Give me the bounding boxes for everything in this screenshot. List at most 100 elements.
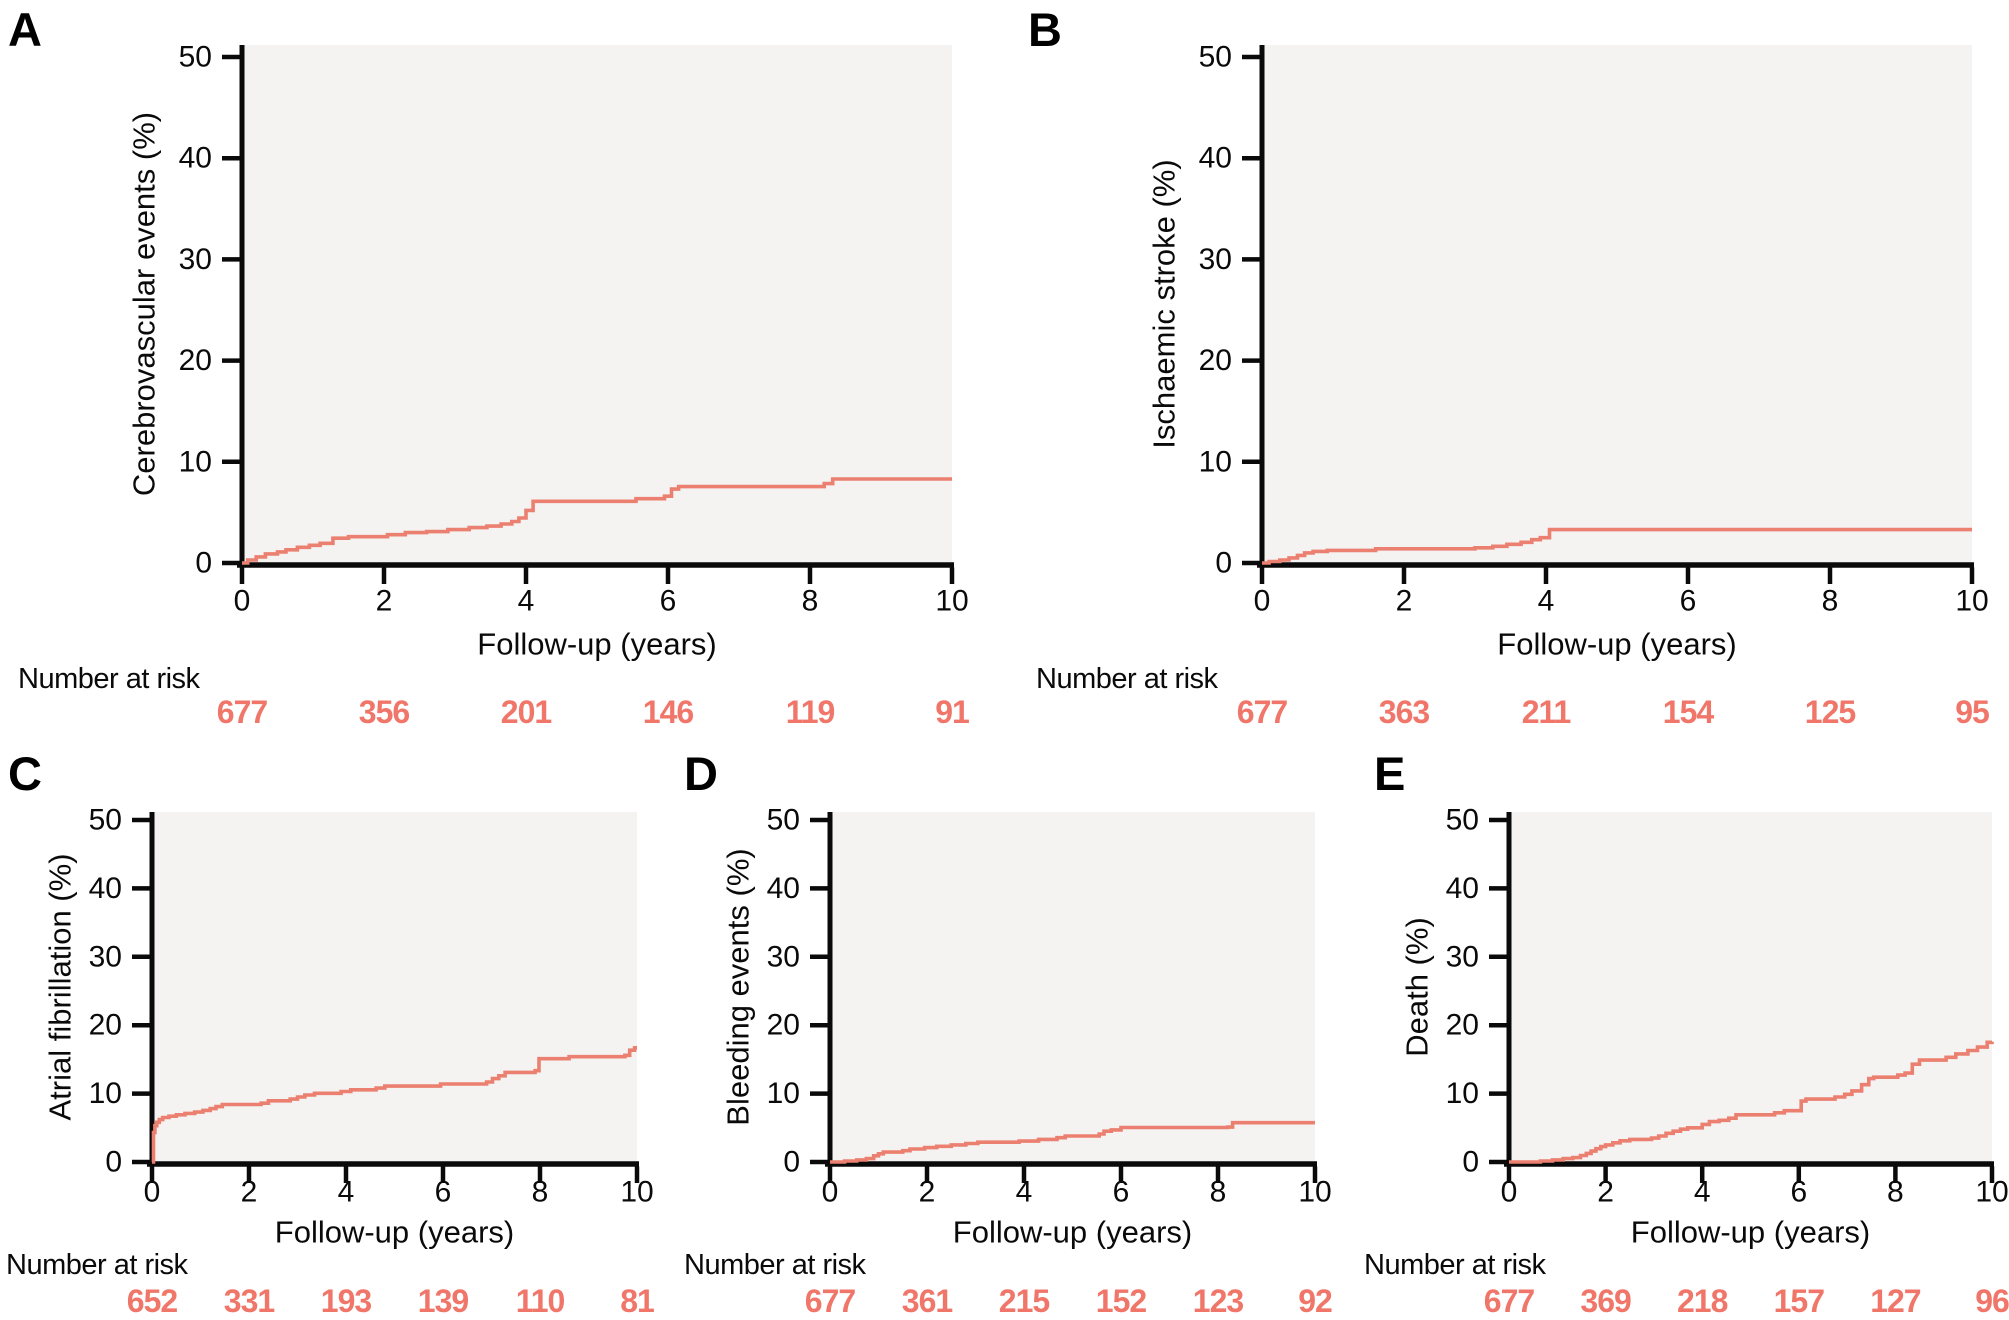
panel-e-y-tick-label: 40 — [1446, 872, 1479, 905]
panel-a-x-tick-label: 8 — [802, 585, 819, 618]
panel-b-x-tick-label: 10 — [1955, 585, 1988, 618]
panel-a-y-axis-title: Cerebrovascular events (%) — [127, 112, 162, 496]
panel-c-x-tick-label: 6 — [435, 1176, 452, 1209]
panel-a-number-at-risk-value: 146 — [643, 694, 694, 730]
panel-a-y-tick-label: 50 — [179, 41, 212, 74]
panel-a-x-tick-label: 6 — [660, 585, 677, 618]
panel-e-number-at-risk-value: 677 — [1484, 1283, 1535, 1319]
panel-d-x-tick-label: 2 — [919, 1176, 936, 1209]
panel-c-number-at-risk-value: 193 — [321, 1283, 372, 1319]
panel-d-x-tick-label: 8 — [1210, 1176, 1227, 1209]
panel-d-x-tick-label: 4 — [1016, 1176, 1033, 1209]
panel-c-x-tick-label: 8 — [532, 1176, 549, 1209]
panel-b-y-tick-label: 30 — [1199, 243, 1232, 276]
panel-b-y-tick-label: 40 — [1199, 142, 1232, 175]
panel-b-plot-area — [1262, 45, 1972, 563]
panel-e-number-at-risk-value: 218 — [1677, 1283, 1728, 1319]
panel-d-letter: D — [684, 747, 718, 800]
panel-d-number-at-risk-value: 677 — [805, 1283, 856, 1319]
panel-d-number-at-risk-label: Number at risk — [684, 1249, 866, 1281]
panel-d-y-axis-title: Bleeding events (%) — [721, 848, 756, 1125]
panel-d-chart: 0 10 20 30 40 50 0 2 4 6 8 10 Bleeding events (%) Fol… — [721, 804, 1334, 1320]
panel-b-number-at-risk-value: 677 — [1237, 694, 1288, 730]
panel-b-letter: B — [1028, 3, 1062, 56]
panel-c-y-axis-title: Atrial fibrillation (%) — [43, 853, 78, 1120]
panel-e-y-tick-label: 50 — [1446, 804, 1479, 837]
panel-c-y-tick-label: 0 — [105, 1146, 122, 1179]
panel-c-y-tick-label: 50 — [89, 804, 122, 837]
panel-c-number-at-risk-value: 652 — [127, 1283, 178, 1319]
panel-a-x-tick-label: 2 — [376, 585, 393, 618]
panel-b-chart: 0 10 20 30 40 50 0 2 4 6 8 10 Ischaemic stroke (%) Fo… — [1147, 41, 1991, 731]
panel-e-letter: E — [1374, 747, 1405, 800]
panel-e-x-tick-label: 8 — [1887, 1176, 1904, 1209]
panel-e-x-axis-title: Follow-up (years) — [1631, 1215, 1870, 1250]
panel-c-letter: C — [8, 747, 42, 800]
panel-a-letter: A — [8, 3, 42, 56]
panel-a-number-at-risk-value: 356 — [359, 694, 410, 730]
panel-d-number-at-risk-value: 361 — [902, 1283, 953, 1319]
panel-e-x-tick-label: 6 — [1790, 1176, 1807, 1209]
panel-e-plot-area — [1509, 812, 1992, 1162]
panel-c-y-tick-label: 40 — [89, 872, 122, 905]
panel-d-curve — [830, 1120, 1315, 1164]
panel-c-chart: 0 10 20 30 40 50 0 2 4 6 8 10 Atrial fibrillation (%… — [43, 804, 656, 1320]
panel-a-x-axis-title: Follow-up (years) — [477, 627, 716, 662]
panel-a-number-at-risk-value: 677 — [217, 694, 268, 730]
panel-d-y-tick-label: 0 — [783, 1146, 800, 1179]
panel-c-curve — [151, 1046, 637, 1164]
panel-d-y-tick-label: 10 — [767, 1077, 800, 1110]
panel-d-number-at-risk-value: 152 — [1096, 1283, 1147, 1319]
panel-d-number-at-risk-value: 215 — [999, 1283, 1050, 1319]
panel-a-y-tick-label: 30 — [179, 243, 212, 276]
panel-d-x-tick-label: 10 — [1298, 1176, 1331, 1209]
panel-b-y-tick-label: 10 — [1199, 445, 1232, 478]
panel-b-x-tick-label: 0 — [1254, 585, 1271, 618]
panel-c-x-tick-label: 10 — [620, 1176, 653, 1209]
panel-c-x-tick-label: 0 — [144, 1176, 161, 1209]
panel-e-number-at-risk-value: 157 — [1774, 1283, 1825, 1319]
panel-b-curve — [1262, 527, 1972, 565]
panel-a-x-tick-label: 4 — [518, 585, 535, 618]
panel-b-number-at-risk-value: 363 — [1379, 694, 1430, 730]
panel-a-number-at-risk-value: 91 — [935, 694, 969, 730]
panel-e-y-tick-label: 20 — [1446, 1009, 1479, 1042]
panel-e-x-tick-label: 2 — [1597, 1176, 1614, 1209]
panel-c-number-at-risk-label: Number at risk — [6, 1249, 188, 1281]
panel-b-y-tick-label: 0 — [1215, 547, 1232, 580]
panel-e-number-at-risk-value: 369 — [1580, 1283, 1631, 1319]
panel-a-chart: 0 10 20 30 40 50 0 2 4 6 8 10 Cerebrovascular events… — [127, 41, 971, 731]
panel-a-number-at-risk-value: 201 — [501, 694, 552, 730]
panel-d-number-at-risk-value: 123 — [1193, 1283, 1244, 1319]
panel-b-y-axis-title: Ischaemic stroke (%) — [1147, 159, 1182, 448]
panel-c-x-axis-title: Follow-up (years) — [275, 1215, 514, 1250]
panel-c-number-at-risk-value: 81 — [620, 1283, 654, 1319]
panel-d-x-tick-label: 0 — [822, 1176, 839, 1209]
panel-b-number-at-risk-value: 125 — [1805, 694, 1856, 730]
panel-c-number-at-risk-value: 139 — [418, 1283, 469, 1319]
panel-a-x-tick-label: 10 — [935, 585, 968, 618]
panel-b-x-tick-label: 6 — [1680, 585, 1697, 618]
panel-a-curve — [242, 477, 952, 565]
panel-b-number-at-risk-value: 154 — [1663, 694, 1715, 730]
panel-e-chart: 0 10 20 30 40 50 0 2 4 6 8 10 Death (%) Follow-up (ye… — [1400, 804, 2009, 1320]
panel-d-y-tick-label: 20 — [767, 1009, 800, 1042]
panel-d-number-at-risk-value: 92 — [1298, 1283, 1332, 1319]
panel-a-number-at-risk-value: 119 — [786, 694, 835, 730]
panel-a-x-tick-label: 0 — [234, 585, 251, 618]
panel-a-number-at-risk-label: Number at risk — [18, 663, 200, 695]
panel-e-y-tick-label: 10 — [1446, 1077, 1479, 1110]
panel-b-x-axis-title: Follow-up (years) — [1497, 627, 1736, 662]
panel-b-x-tick-label: 2 — [1396, 585, 1413, 618]
panel-b-x-tick-label: 4 — [1538, 585, 1555, 618]
panel-c-number-at-risk-value: 331 — [224, 1283, 275, 1319]
panel-c-number-at-risk-value: 110 — [516, 1283, 565, 1319]
panel-c-y-tick-label: 30 — [89, 940, 122, 973]
panel-e-y-axis-title: Death (%) — [1400, 917, 1435, 1057]
panel-e-x-tick-label: 10 — [1975, 1176, 2008, 1209]
panel-c-y-tick-label: 20 — [89, 1009, 122, 1042]
panel-e-y-tick-label: 0 — [1462, 1146, 1479, 1179]
panel-c-plot-area — [152, 812, 637, 1162]
panel-e-number-at-risk-value: 96 — [1975, 1283, 2009, 1319]
